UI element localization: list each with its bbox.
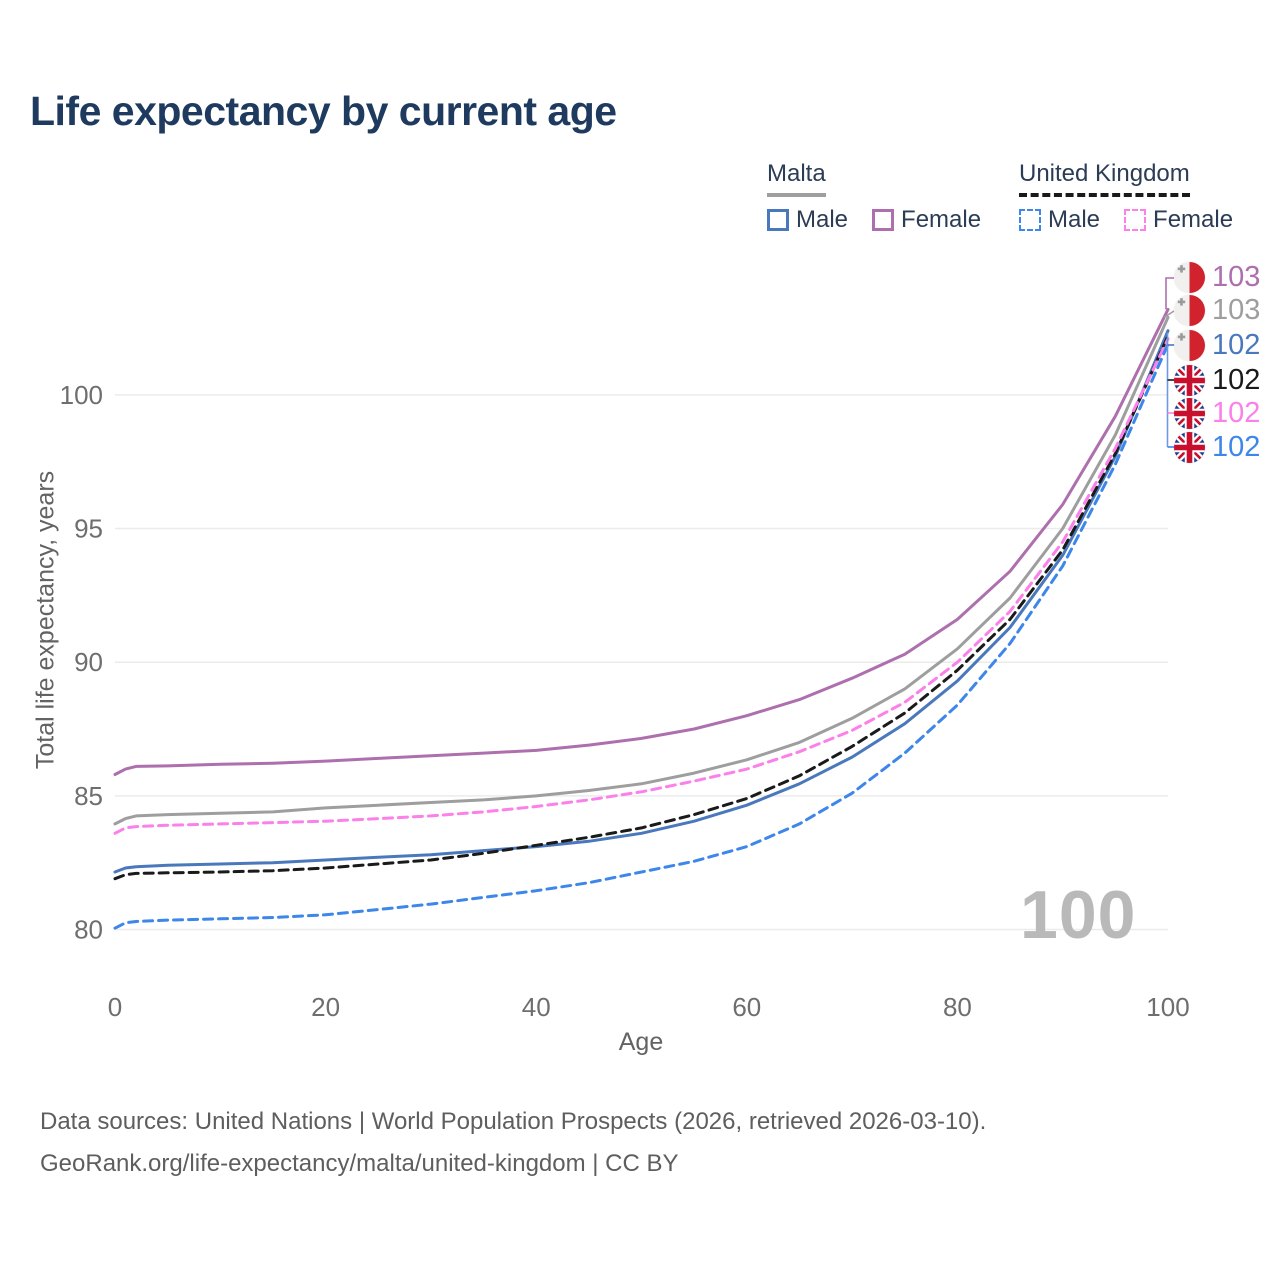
y-tick-labels: 80 85 90 95 100 [60, 380, 103, 945]
series-line-malta-female[interactable] [113, 307, 1170, 776]
end-label-connectors [1163, 277, 1175, 448]
y-tick-label: 95 [74, 514, 103, 544]
uk-flag-icon [1174, 364, 1205, 396]
series-line-uk-male[interactable] [113, 342, 1170, 930]
series-line-malta-all[interactable] [113, 315, 1170, 826]
malta-male-swatch-icon[interactable] [767, 209, 789, 231]
uk-flag [1174, 431, 1205, 463]
y-tick-label: 85 [74, 781, 103, 811]
malta-flag-icon [1174, 329, 1205, 361]
x-tick-label: 100 [1146, 992, 1189, 1022]
malta-flag-icon [1174, 261, 1205, 293]
uk-flag [1174, 364, 1205, 396]
x-tick-labels: 0 20 40 60 80 100 [108, 992, 1190, 1022]
uk-flag [1174, 397, 1205, 429]
x-tick-label: 40 [522, 992, 551, 1022]
end-label-value: 103 [1212, 260, 1261, 293]
legend-items-united-kingdom: Male Female [1019, 206, 1233, 234]
malta-flag [1174, 329, 1205, 361]
footer-data-sources: Data sources: United Nations | World Pop… [40, 1108, 987, 1135]
legend-label-malta-female: Female [901, 206, 982, 233]
end-label-value: 102 [1212, 363, 1261, 396]
gridlines [115, 394, 1168, 931]
malta-flag [1174, 294, 1205, 326]
legend-label-uk-female: Female [1153, 206, 1234, 233]
series-line-malta-male[interactable] [113, 329, 1170, 874]
malta-flag-icon [1174, 294, 1205, 326]
legend-series-united-kingdom[interactable]: United Kingdom [1019, 160, 1190, 197]
end-label-value: 102 [1212, 328, 1261, 361]
x-tick-label: 80 [943, 992, 972, 1022]
legend-item-malta-male[interactable]: Male [767, 206, 848, 234]
end-label-malta-all: 103 [1174, 293, 1261, 326]
x-tick-label: 20 [311, 992, 340, 1022]
end-label-value: 102 [1212, 430, 1261, 463]
x-axis-title: Age [618, 1028, 664, 1056]
legend-group-united-kingdom: United Kingdom Male Female [1019, 160, 1233, 234]
y-tick-label: 80 [74, 915, 103, 945]
footer-attribution-link[interactable]: GeoRank.org/life-expectancy/malta/united… [40, 1150, 679, 1177]
end-label-value: 103 [1212, 293, 1261, 326]
end-label-malta-male: 102 [1174, 328, 1261, 361]
legend-items-malta: Male Female [767, 206, 981, 234]
series-line-uk-all[interactable] [113, 334, 1170, 881]
uk-female-swatch-icon[interactable] [1124, 209, 1147, 231]
y-tick-label: 100 [60, 380, 103, 410]
series-lines [113, 307, 1170, 930]
legend-label-uk-male: Male [1048, 206, 1101, 233]
uk-male-swatch-icon[interactable] [1019, 209, 1041, 231]
legend-series-malta[interactable]: Malta [767, 160, 826, 197]
legend-label-malta-male: Male [796, 206, 849, 233]
connector-malta-female [1165, 277, 1174, 310]
y-axis-title: Total life expectancy, years [31, 470, 60, 770]
connector-malta-all [1163, 310, 1175, 319]
end-label-uk-male: 102 [1174, 430, 1261, 463]
malta-female-swatch-icon[interactable] [872, 209, 895, 231]
end-label-uk-female: 102 [1174, 396, 1261, 429]
legend-item-uk-female[interactable]: Female [1124, 206, 1233, 234]
legend-group-malta: Malta Male Female [767, 160, 981, 234]
x-tick-label: 60 [732, 992, 761, 1022]
uk-flag-icon [1174, 397, 1205, 429]
legend-item-malta-female[interactable]: Female [872, 206, 981, 234]
uk-flag-icon [1174, 431, 1205, 463]
end-label-uk-all: 102 [1174, 363, 1261, 396]
end-label-value: 102 [1212, 396, 1261, 429]
y-tick-label: 90 [74, 647, 103, 677]
end-label-malta-female: 103 [1174, 260, 1261, 293]
page-title: Life expectancy by current age [30, 88, 617, 134]
malta-flag [1174, 261, 1205, 293]
series-line-uk-female[interactable] [113, 337, 1170, 835]
x-tick-label: 0 [108, 992, 122, 1022]
highlighted-age-watermark: 100 [1020, 877, 1137, 953]
legend-item-uk-male[interactable]: Male [1019, 206, 1100, 234]
